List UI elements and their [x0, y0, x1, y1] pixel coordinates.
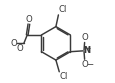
Text: O: O: [10, 39, 17, 48]
Text: O: O: [25, 15, 32, 24]
Text: O: O: [80, 33, 87, 42]
Text: N: N: [83, 46, 90, 55]
Text: Cl: Cl: [58, 5, 67, 15]
Text: +: +: [84, 46, 90, 52]
Text: −: −: [86, 60, 93, 69]
Text: O: O: [17, 43, 23, 53]
Text: O: O: [80, 60, 87, 69]
Text: Cl: Cl: [59, 72, 67, 81]
